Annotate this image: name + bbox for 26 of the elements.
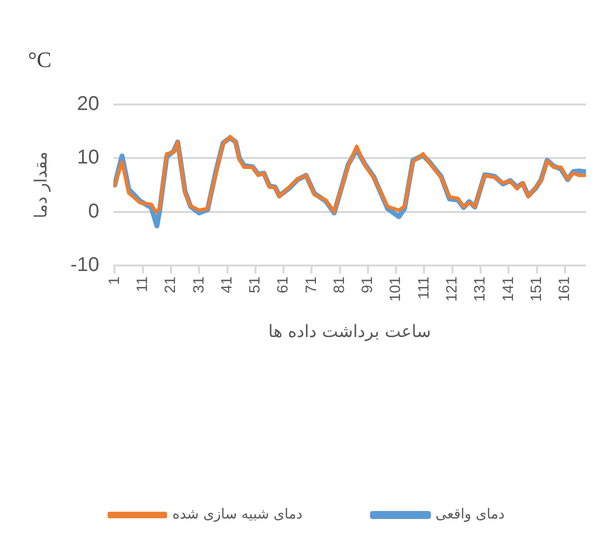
y-tick-label: 20 <box>77 92 100 115</box>
x-tick-label: 21 <box>162 276 180 294</box>
y-tick-label: 10 <box>77 146 100 169</box>
x-tick-label: 91 <box>359 276 376 294</box>
x-tick-label: 121 <box>443 276 460 302</box>
x-tick-label: 81 <box>330 276 348 294</box>
x-tick-label: 41 <box>218 276 236 294</box>
x-tick-label: 101 <box>387 276 404 302</box>
x-tick-label: 11 <box>134 276 151 292</box>
x-tick-label: 151 <box>528 276 545 302</box>
x-tick-label: 161 <box>556 276 574 302</box>
y-tick-label: -10 <box>70 254 100 276</box>
chart-title: °C <box>28 46 52 72</box>
legend-label: دمای واقعی <box>435 506 505 523</box>
legend-label: دمای شبیه سازی شده <box>172 506 302 523</box>
x-tick-label: 141 <box>500 276 517 302</box>
y-axis-title: مقدار دما <box>32 152 52 218</box>
x-tick-label: 131 <box>472 276 489 302</box>
x-tick-label: 61 <box>274 276 292 294</box>
x-tick-label: 111 <box>415 276 432 300</box>
y-tick-label: 0 <box>88 200 100 222</box>
x-tick-label: 51 <box>246 276 264 294</box>
x-tick-label: 71 <box>302 276 320 294</box>
x-axis-title: ساعت برداشت داده ها <box>268 322 432 342</box>
x-tick-label: 1 <box>106 276 123 285</box>
x-tick-label: 31 <box>190 276 208 294</box>
